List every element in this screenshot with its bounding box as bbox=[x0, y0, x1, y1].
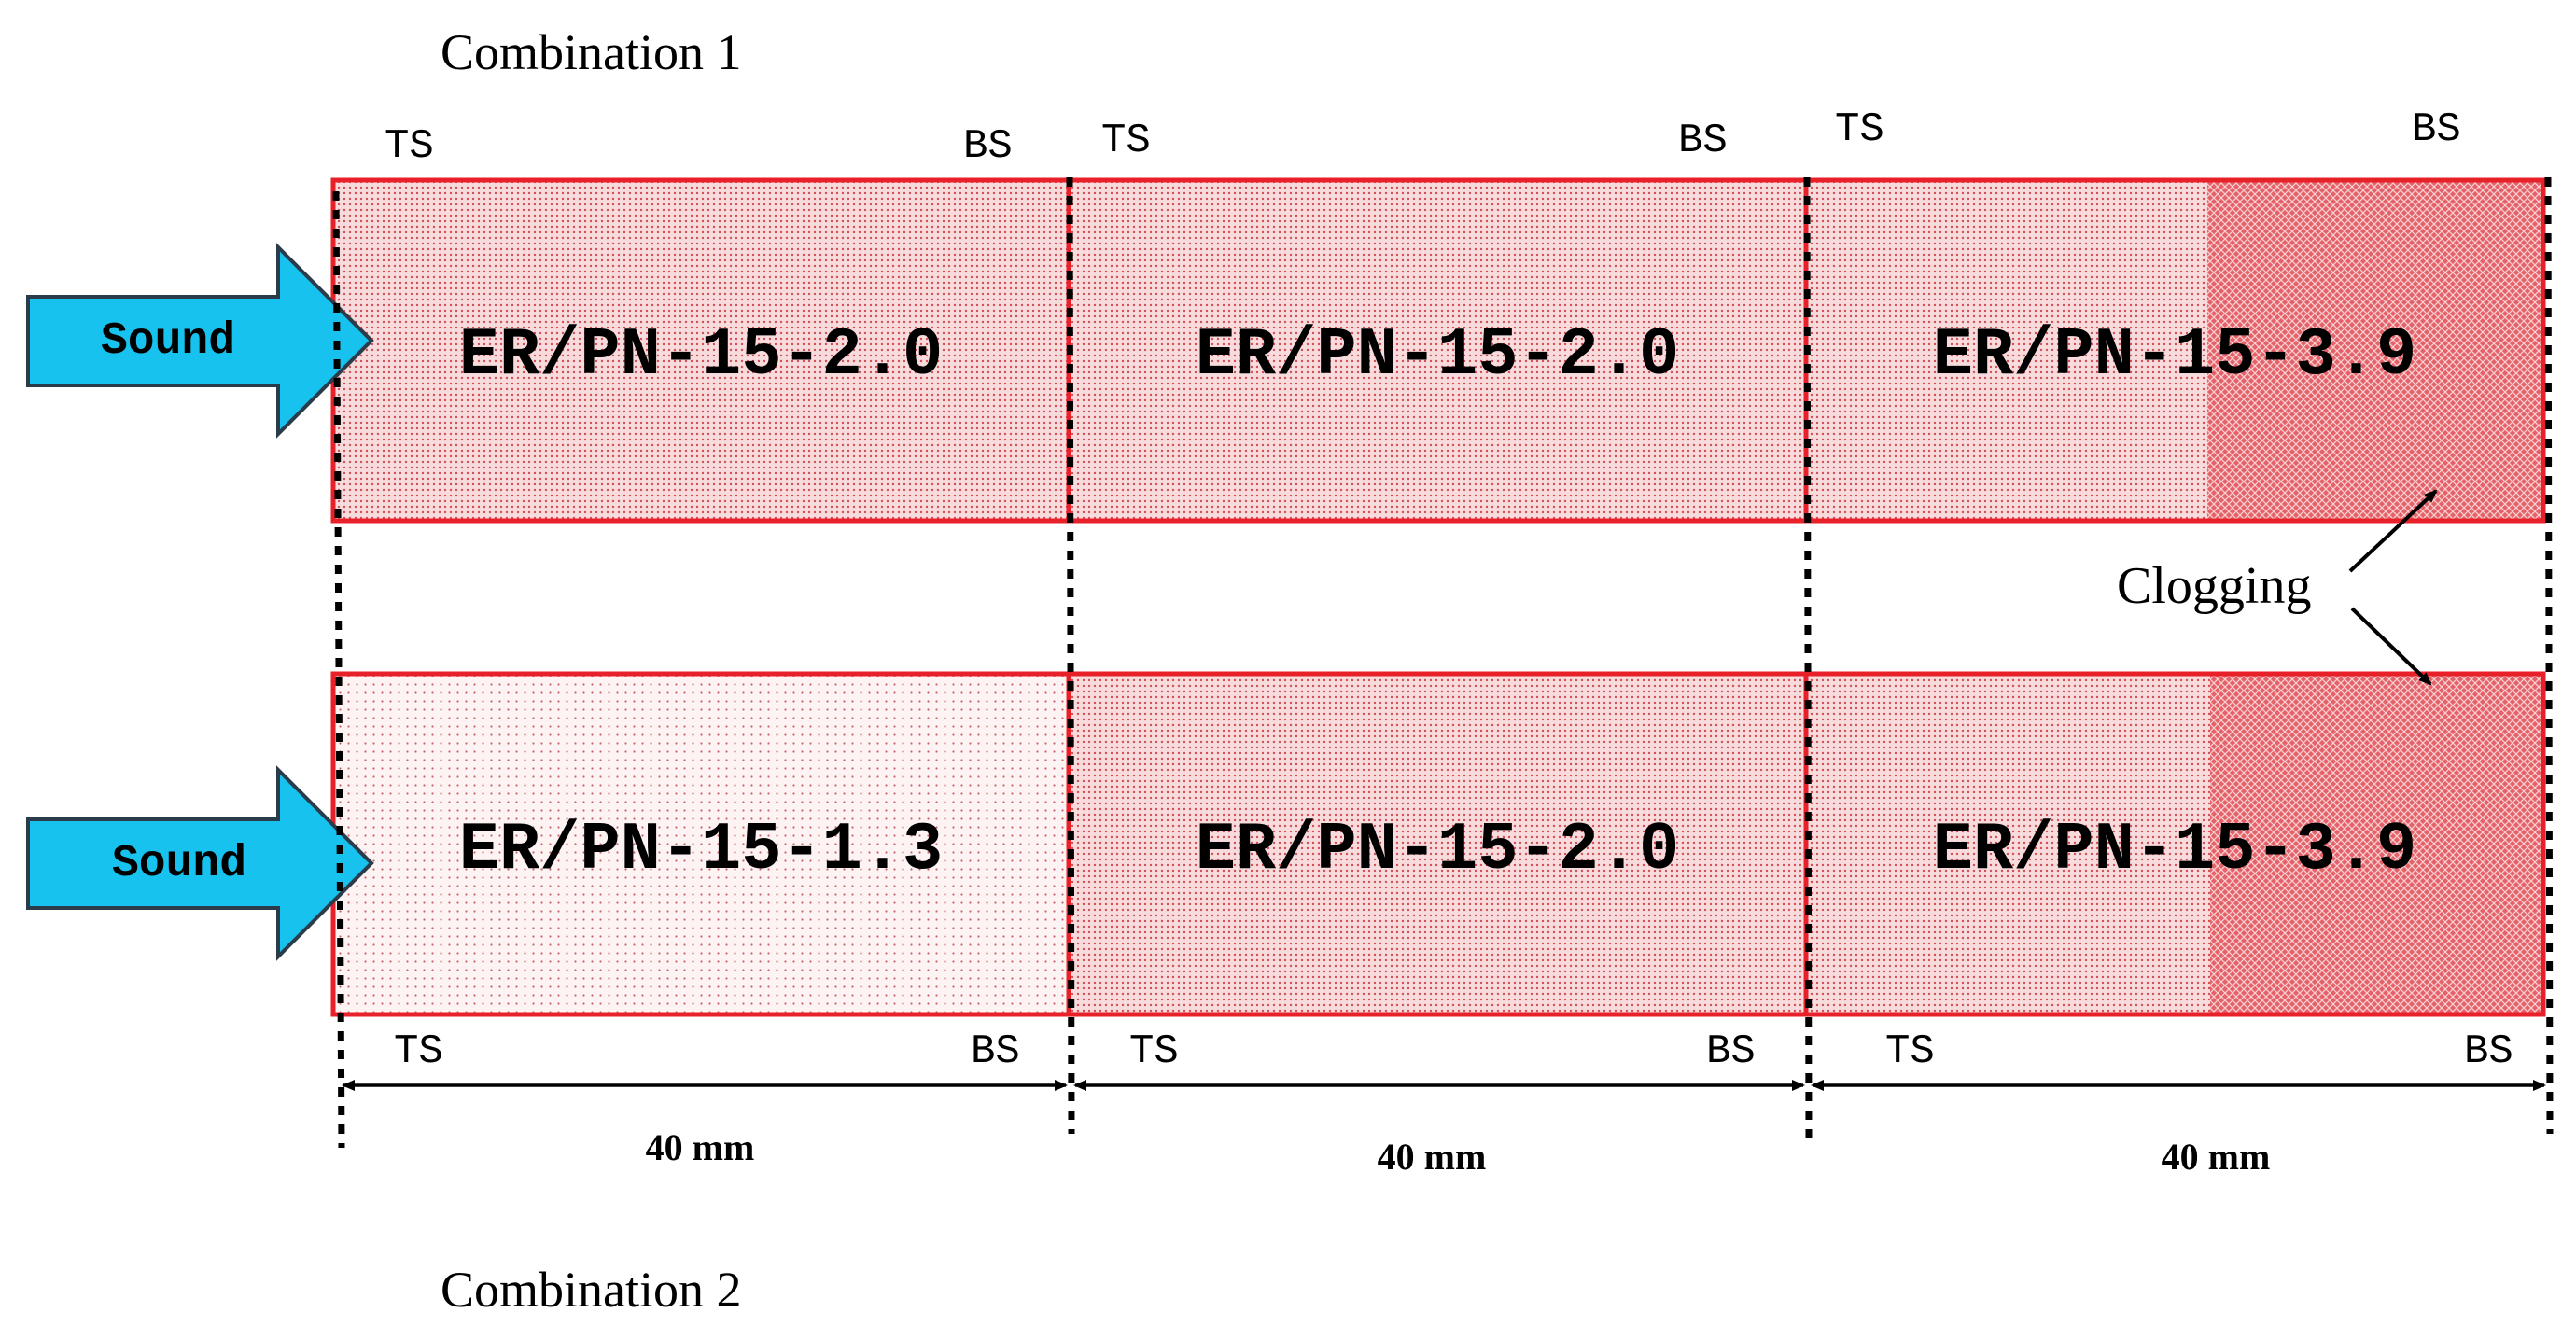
bs-label: BS bbox=[1706, 1028, 1756, 1075]
boundary-line bbox=[2544, 176, 2554, 1135]
sample-box bbox=[1066, 671, 1809, 1017]
ts-label: TS bbox=[1885, 1028, 1935, 1075]
combination-2-title: Combination 2 bbox=[441, 1262, 742, 1318]
ts-label: TS bbox=[1129, 1028, 1179, 1075]
row-combination-1: TS BS TS BS TS BS ER/PN-15-2.0 ER/PN-15-… bbox=[26, 106, 2546, 524]
dimension-label: 40 mm bbox=[2162, 1136, 2271, 1178]
sample-label: ER/PN-15-2.0 bbox=[1196, 812, 1679, 888]
bs-label: BS bbox=[971, 1028, 1020, 1075]
sound-arrow: Sound bbox=[26, 243, 374, 439]
dimension-arrows: 40 mm 40 mm 40 mm bbox=[342, 1080, 2546, 1178]
sample-box bbox=[330, 671, 1071, 1017]
sound-label: Sound bbox=[101, 316, 235, 367]
dimension-label: 40 mm bbox=[646, 1126, 755, 1168]
ts-label: TS bbox=[385, 123, 434, 170]
clogging-label: Clogging bbox=[2117, 557, 2311, 615]
clogging-pointer bbox=[2348, 489, 2438, 573]
bs-label: BS bbox=[1678, 118, 1728, 164]
sample-box bbox=[330, 177, 1071, 524]
ts-label: TS bbox=[1835, 106, 1884, 153]
ts-label: TS bbox=[1101, 118, 1151, 164]
sample-label: ER/PN-15-2.0 bbox=[1196, 317, 1679, 394]
sample-label: ER/PN-15-1.3 bbox=[459, 812, 943, 888]
dimension-label: 40 mm bbox=[1378, 1136, 1487, 1178]
ts-label: TS bbox=[394, 1028, 443, 1075]
clogging-region bbox=[2210, 674, 2543, 1014]
row-combination-2: ER/PN-15-1.3 ER/PN-15-2.0 ER/PN-15-3.9 S… bbox=[26, 671, 2546, 1075]
sample-label: ER/PN-15-3.9 bbox=[1933, 317, 2416, 394]
clogging-region bbox=[2207, 180, 2543, 521]
bs-label: BS bbox=[2464, 1028, 2513, 1075]
sample-label: ER/PN-15-3.9 bbox=[1933, 812, 2416, 888]
bs-label: BS bbox=[2412, 106, 2461, 153]
sample-box bbox=[1066, 177, 1809, 524]
boundary-lines bbox=[332, 176, 2554, 1149]
bs-label: BS bbox=[963, 123, 1013, 170]
boundary-line bbox=[1803, 176, 1813, 1144]
combination-1-title: Combination 1 bbox=[441, 24, 742, 80]
sound-label: Sound bbox=[112, 839, 246, 889]
sample-label: ER/PN-15-2.0 bbox=[459, 317, 943, 394]
clogging-pointer bbox=[2350, 607, 2432, 686]
sound-arrow: Sound bbox=[26, 765, 374, 961]
